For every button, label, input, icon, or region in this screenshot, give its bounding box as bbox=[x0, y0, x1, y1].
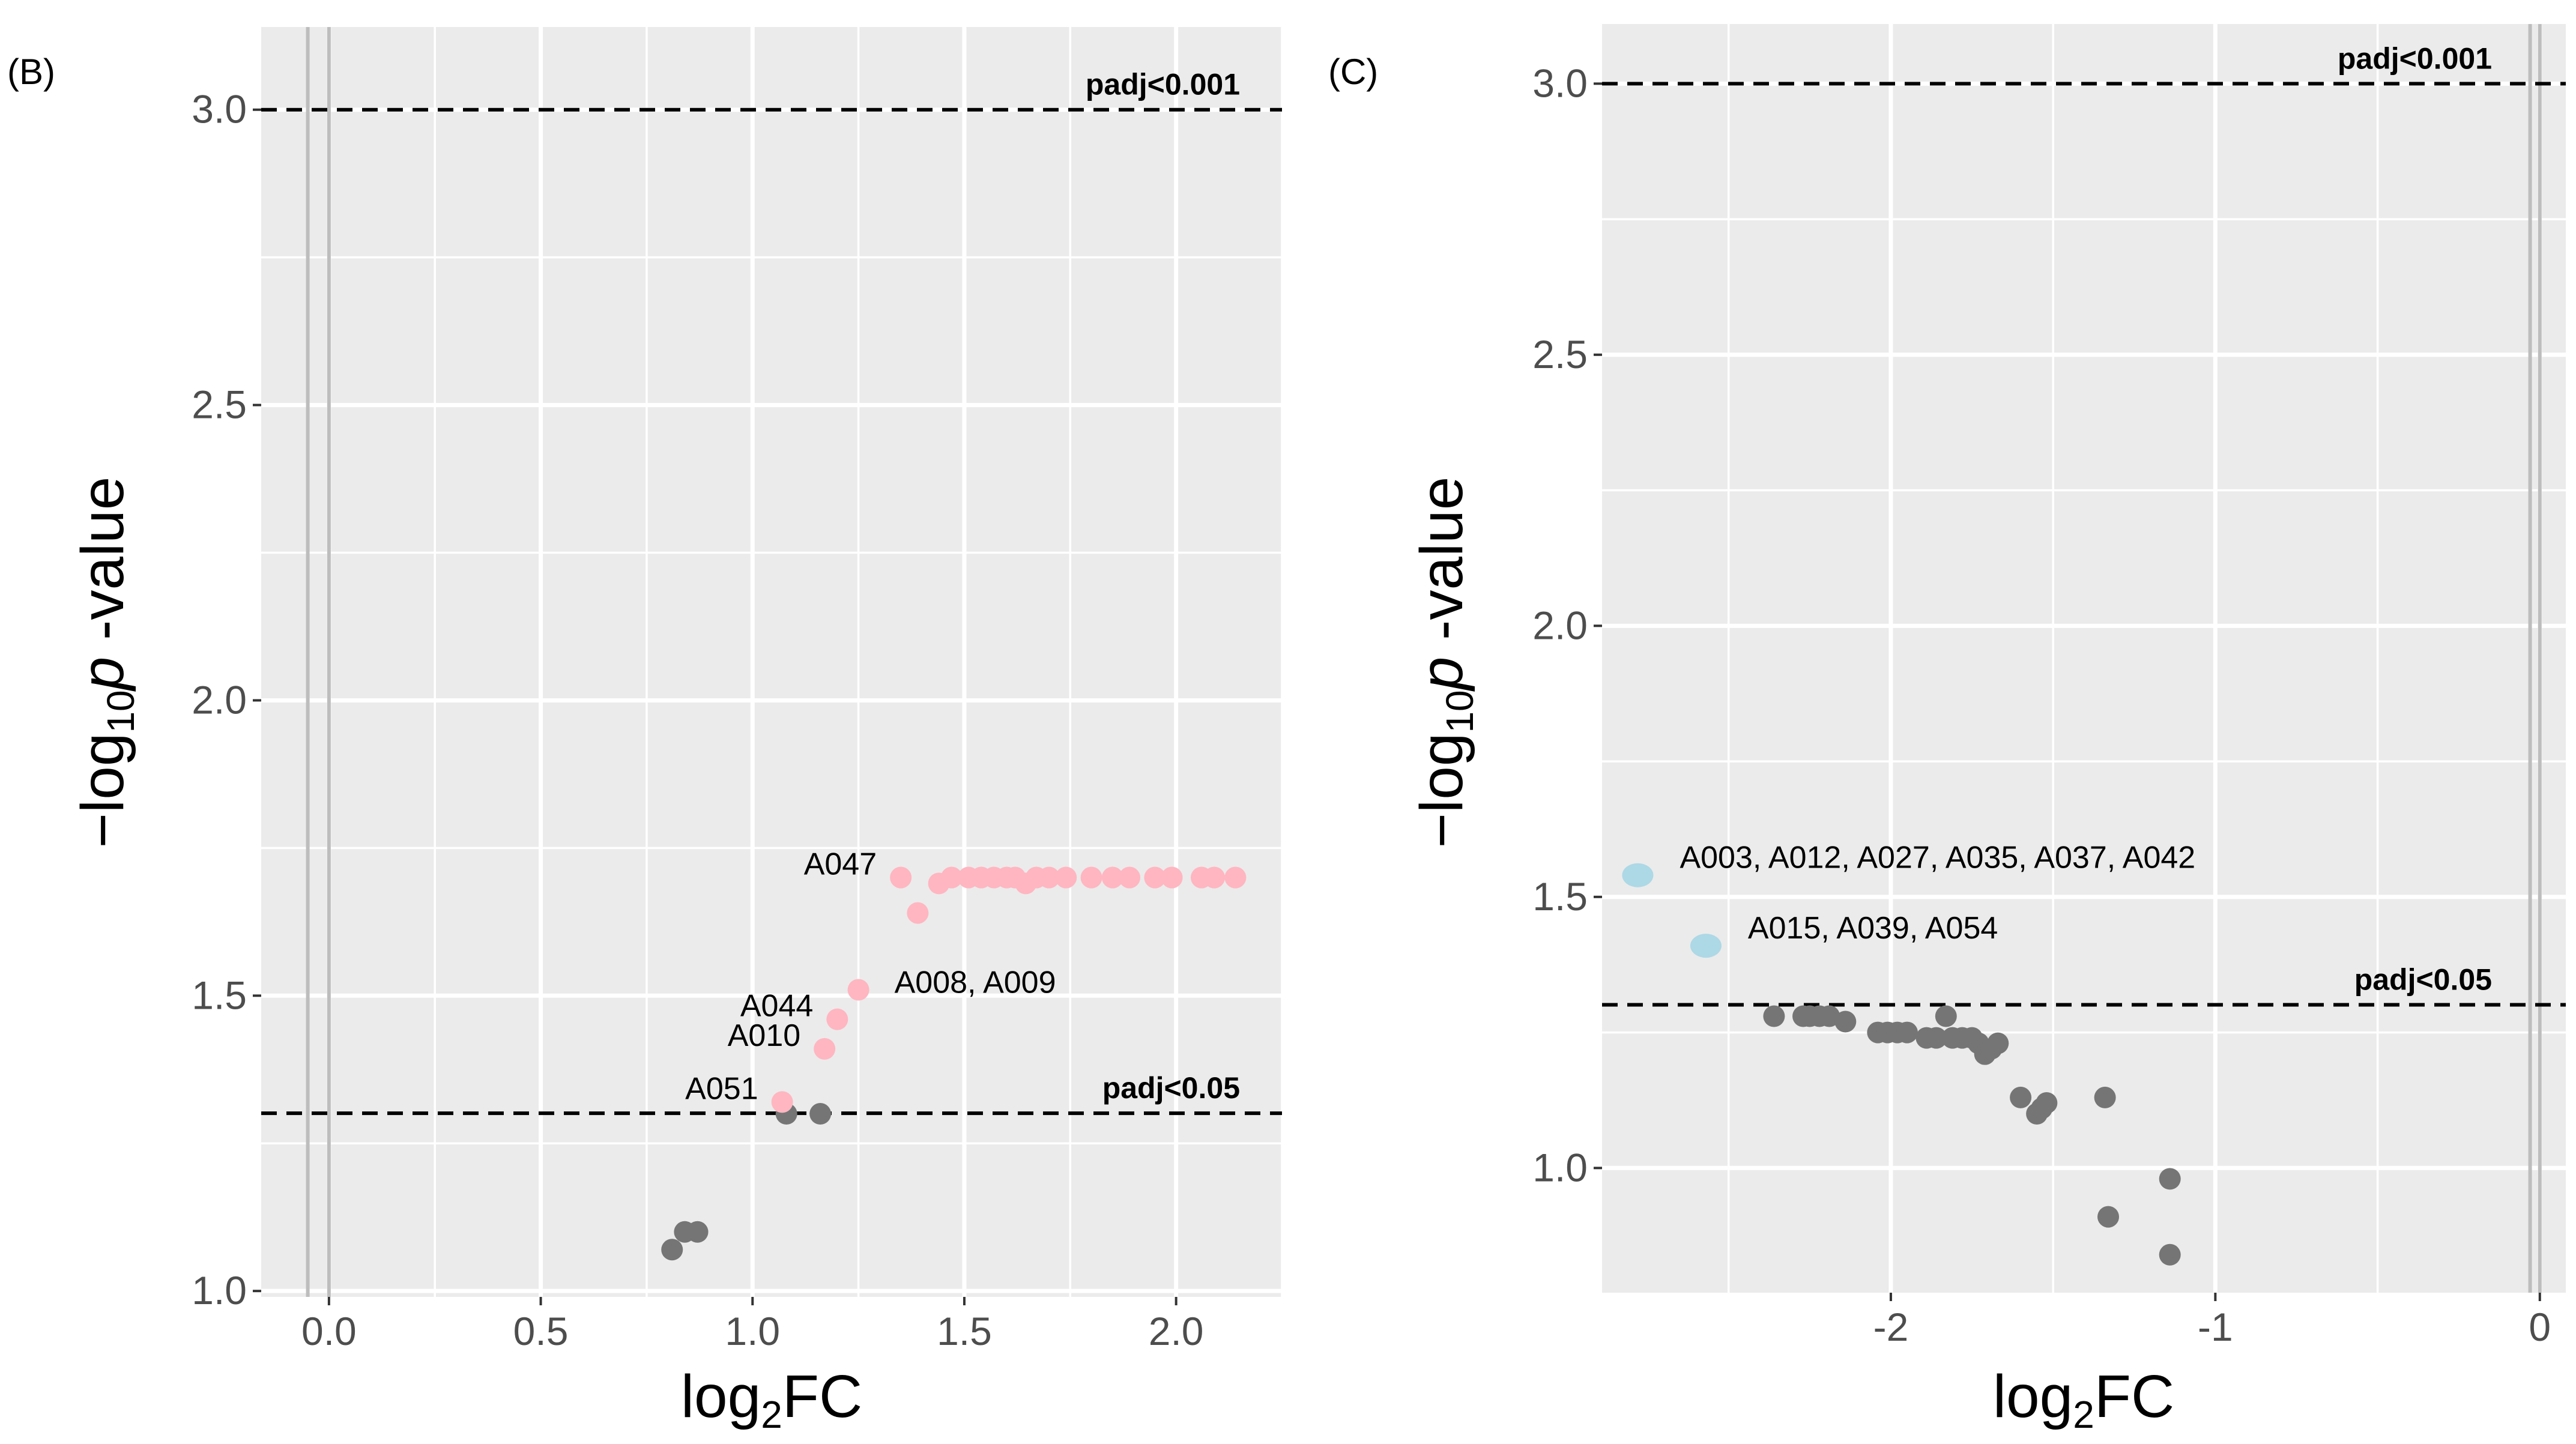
data-point-not-significant bbox=[2159, 1168, 2181, 1190]
threshold-label: padj<0.001 bbox=[2338, 41, 2492, 75]
panel-b-x-axis-title: log2FC bbox=[681, 1363, 862, 1436]
data-point-significant-up bbox=[907, 902, 929, 924]
panel-c-y-axis-ticks: 1.0 1.5 2.0 2.5 3.0 bbox=[1532, 61, 1602, 1189]
y-tick-label: 2.5 bbox=[1532, 332, 1588, 376]
point-label: A051 bbox=[685, 1071, 758, 1106]
panel-b-points bbox=[661, 866, 1247, 1261]
point-label: A003, A012, A027, A035, A037, A042 bbox=[1680, 841, 2195, 875]
panel-b-gridlines bbox=[261, 27, 1283, 1297]
data-point-significant-up bbox=[1055, 866, 1077, 889]
y-tick-label: 1.0 bbox=[192, 1268, 247, 1313]
data-point-significant-up bbox=[771, 1091, 793, 1113]
data-point-significant-down bbox=[1622, 863, 1654, 887]
panel-b-plot-background bbox=[261, 27, 1282, 1297]
data-point-not-significant bbox=[2036, 1092, 2058, 1114]
data-point-not-significant bbox=[1763, 1005, 1785, 1027]
panel-c-tag: (C) bbox=[1328, 52, 1378, 92]
y-tick-label: 3.0 bbox=[1532, 61, 1588, 105]
panel-b-y-axis-ticks: 1.0 1.5 2.0 2.5 3.0 bbox=[192, 87, 261, 1313]
data-point-significant-up bbox=[940, 866, 963, 889]
y-tick-label: 1.5 bbox=[192, 973, 247, 1017]
data-point-significant-up bbox=[826, 1008, 848, 1030]
data-point-not-significant bbox=[809, 1103, 832, 1125]
data-point-not-significant bbox=[1896, 1021, 1918, 1044]
data-point-significant-up bbox=[1161, 866, 1183, 889]
point-label: A008, A009 bbox=[895, 965, 1056, 1000]
panel-c-x-axis-ticks: -2 -1 0 bbox=[1873, 1293, 2551, 1349]
data-point-not-significant bbox=[1935, 1005, 1957, 1027]
data-point-significant-up bbox=[890, 866, 912, 889]
data-point-not-significant bbox=[1834, 1010, 1857, 1033]
panel-b-x-axis-ticks: 0.0 0.5 1.0 1.5 2.0 bbox=[301, 1297, 1204, 1353]
x-tick-label: 1.5 bbox=[937, 1309, 992, 1353]
threshold-label: padj<0.05 bbox=[2354, 963, 2492, 997]
data-point-significant-up bbox=[1203, 866, 1226, 889]
y-tick-label: 1.0 bbox=[1532, 1145, 1588, 1189]
data-point-not-significant bbox=[2010, 1086, 2032, 1108]
point-label: A047 bbox=[804, 847, 877, 882]
x-tick-label: 2.0 bbox=[1149, 1309, 1204, 1353]
data-point-not-significant bbox=[1818, 1005, 1840, 1027]
data-point-significant-up bbox=[1144, 866, 1166, 889]
data-point-not-significant bbox=[686, 1221, 709, 1243]
point-label: A010 bbox=[728, 1018, 800, 1053]
data-point-significant-up bbox=[1038, 866, 1060, 889]
panel-c-y-axis-title: −log10p -value bbox=[1408, 477, 1481, 848]
x-tick-label: -1 bbox=[2198, 1305, 2233, 1349]
panel-b-threshold-lines: padj<0.001 padj<0.05 bbox=[261, 68, 1282, 1116]
panel-b-y-axis-title: −log10p -value bbox=[69, 477, 142, 848]
y-tick-label: 2.5 bbox=[192, 382, 247, 427]
panel-c-plot-background bbox=[1602, 24, 2566, 1293]
y-tick-label: 2.0 bbox=[1532, 603, 1588, 647]
data-point-not-significant bbox=[2159, 1243, 2181, 1266]
data-point-significant-up bbox=[1119, 866, 1141, 889]
data-point-significant-up bbox=[847, 979, 869, 1001]
panel-c-annotations: A003, A012, A027, A035, A037, A042 A015, … bbox=[1680, 841, 2195, 946]
x-tick-label: 0.5 bbox=[513, 1309, 569, 1353]
data-point-not-significant bbox=[1987, 1032, 2009, 1054]
threshold-label: padj<0.001 bbox=[1086, 68, 1240, 101]
y-tick-label: 2.0 bbox=[192, 677, 247, 722]
x-tick-label: 0 bbox=[2529, 1305, 2551, 1349]
data-point-significant-up bbox=[814, 1038, 836, 1060]
data-point-significant-up bbox=[1101, 866, 1123, 889]
x-tick-label: 0.0 bbox=[301, 1309, 357, 1353]
y-tick-label: 3.0 bbox=[192, 87, 247, 131]
panel-c-threshold-lines: padj<0.001 padj<0.05 bbox=[1602, 41, 2566, 1007]
x-tick-label: -2 bbox=[1873, 1305, 1909, 1349]
data-point-not-significant bbox=[1925, 1027, 1947, 1049]
data-point-significant-up bbox=[1224, 866, 1247, 889]
data-point-significant-up bbox=[1080, 866, 1102, 889]
svg-text:−log10p -value: −log10p -value bbox=[1408, 477, 1481, 848]
panel-c-x-axis-title: log2FC bbox=[1993, 1363, 2174, 1436]
panel-b-reference-lines bbox=[306, 27, 331, 1297]
panel-c: (C) padj<0.001 padj<0.05 A003, A012, A027… bbox=[1328, 24, 2566, 1436]
y-tick-label: 1.5 bbox=[1532, 874, 1588, 919]
panel-c-points bbox=[1622, 863, 2181, 1266]
point-label: A015, A039, A054 bbox=[1748, 911, 1998, 946]
data-point-significant-down bbox=[1690, 934, 1722, 958]
panel-c-reference-lines bbox=[2528, 24, 2542, 1293]
x-tick-label: 1.0 bbox=[725, 1309, 780, 1353]
panel-b-tag: (B) bbox=[7, 52, 55, 92]
data-point-not-significant bbox=[2097, 1206, 2120, 1228]
data-point-not-significant bbox=[661, 1239, 683, 1261]
data-point-not-significant bbox=[2094, 1086, 2116, 1108]
point-label: A044 bbox=[740, 989, 813, 1024]
svg-text:−log10p -value: −log10p -value bbox=[69, 477, 142, 848]
threshold-label: padj<0.05 bbox=[1102, 1071, 1240, 1105]
